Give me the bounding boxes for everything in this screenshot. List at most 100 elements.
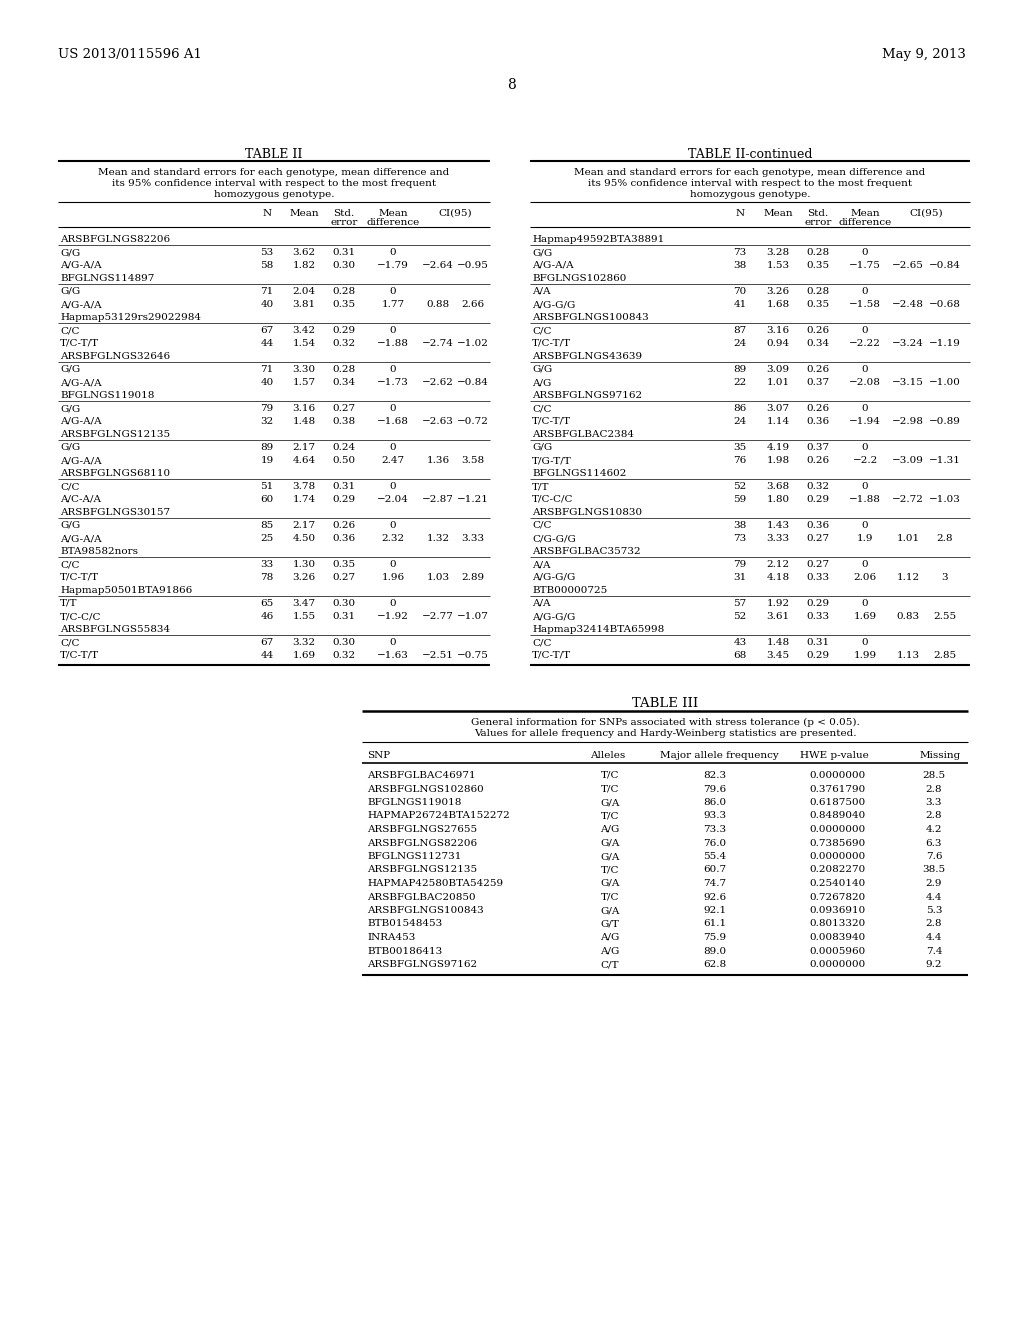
Text: 3.26: 3.26 <box>766 286 790 296</box>
Text: T/C: T/C <box>601 812 620 821</box>
Text: ARSBFGLNGS100843: ARSBFGLNGS100843 <box>532 313 649 322</box>
Text: INRA453: INRA453 <box>367 933 416 942</box>
Text: 1.36: 1.36 <box>426 455 450 465</box>
Text: 2.89: 2.89 <box>462 573 484 582</box>
Text: 3.47: 3.47 <box>293 599 315 609</box>
Text: 0.0000000: 0.0000000 <box>810 851 866 861</box>
Text: 4.18: 4.18 <box>766 573 790 582</box>
Text: A/A: A/A <box>532 599 551 609</box>
Text: 0: 0 <box>390 560 396 569</box>
Text: 93.3: 93.3 <box>703 812 727 821</box>
Text: ARSBFGLNGS27655: ARSBFGLNGS27655 <box>367 825 477 834</box>
Text: −2.87: −2.87 <box>422 495 454 504</box>
Text: 0.32: 0.32 <box>807 482 829 491</box>
Text: 3.07: 3.07 <box>766 404 790 413</box>
Text: 0: 0 <box>861 404 868 413</box>
Text: 0: 0 <box>861 560 868 569</box>
Text: −2.48: −2.48 <box>892 300 924 309</box>
Text: 1.12: 1.12 <box>896 573 920 582</box>
Text: ARSBFGLNGS43639: ARSBFGLNGS43639 <box>532 352 642 360</box>
Text: T/C-T/T: T/C-T/T <box>60 339 99 348</box>
Text: A/G: A/G <box>600 946 620 956</box>
Text: Missing: Missing <box>920 751 962 760</box>
Text: ARSBFGLNGS102860: ARSBFGLNGS102860 <box>367 784 483 793</box>
Text: 22: 22 <box>733 378 746 387</box>
Text: G/G: G/G <box>532 248 552 257</box>
Text: 1.80: 1.80 <box>766 495 790 504</box>
Text: −0.68: −0.68 <box>929 300 961 309</box>
Text: 9.2: 9.2 <box>926 960 942 969</box>
Text: C/C: C/C <box>60 326 80 335</box>
Text: Mean: Mean <box>289 209 318 218</box>
Text: HAPMAP42580BTA54259: HAPMAP42580BTA54259 <box>367 879 503 888</box>
Text: 43: 43 <box>733 638 746 647</box>
Text: G/A: G/A <box>600 879 620 888</box>
Text: 7.6: 7.6 <box>926 851 942 861</box>
Text: G/G: G/G <box>60 404 80 413</box>
Text: 2.8: 2.8 <box>937 535 953 543</box>
Text: −3.09: −3.09 <box>892 455 924 465</box>
Text: Mean: Mean <box>850 209 880 218</box>
Text: 0: 0 <box>390 248 396 257</box>
Text: 0.31: 0.31 <box>333 248 355 257</box>
Text: 1.54: 1.54 <box>293 339 315 348</box>
Text: G/G: G/G <box>60 366 80 374</box>
Text: 0.27: 0.27 <box>807 535 829 543</box>
Text: −1.21: −1.21 <box>457 495 488 504</box>
Text: 4.50: 4.50 <box>293 535 315 543</box>
Text: −2.72: −2.72 <box>892 495 924 504</box>
Text: 46: 46 <box>260 612 273 620</box>
Text: 74.7: 74.7 <box>703 879 727 888</box>
Text: T/T: T/T <box>60 599 78 609</box>
Text: 55.4: 55.4 <box>703 851 727 861</box>
Text: Hapmap53129rs29022984: Hapmap53129rs29022984 <box>60 313 201 322</box>
Text: 0.26: 0.26 <box>807 366 829 374</box>
Text: 0.31: 0.31 <box>333 482 355 491</box>
Text: 65: 65 <box>260 599 273 609</box>
Text: C/C: C/C <box>60 638 80 647</box>
Text: −2.74: −2.74 <box>422 339 454 348</box>
Text: BTB00000725: BTB00000725 <box>532 586 607 595</box>
Text: ARSBFGLNGS30157: ARSBFGLNGS30157 <box>60 508 170 517</box>
Text: ARSBFGLBAC46971: ARSBFGLBAC46971 <box>367 771 475 780</box>
Text: 1.96: 1.96 <box>381 573 404 582</box>
Text: 1.74: 1.74 <box>293 495 315 504</box>
Text: −3.24: −3.24 <box>892 339 924 348</box>
Text: 1.14: 1.14 <box>766 417 790 426</box>
Text: 7.4: 7.4 <box>926 946 942 956</box>
Text: A/G-A/A: A/G-A/A <box>60 300 101 309</box>
Text: 33: 33 <box>260 560 273 569</box>
Text: 1.69: 1.69 <box>293 651 315 660</box>
Text: 0.33: 0.33 <box>807 573 829 582</box>
Text: 52: 52 <box>733 612 746 620</box>
Text: 44: 44 <box>260 651 273 660</box>
Text: ARSBFGLBAC2384: ARSBFGLBAC2384 <box>532 430 634 440</box>
Text: 2.8: 2.8 <box>926 812 942 821</box>
Text: 2.8: 2.8 <box>926 920 942 928</box>
Text: TABLE II: TABLE II <box>246 148 303 161</box>
Text: 0.37: 0.37 <box>807 378 829 387</box>
Text: A/C-A/A: A/C-A/A <box>60 495 101 504</box>
Text: 1.32: 1.32 <box>426 535 450 543</box>
Text: 0.28: 0.28 <box>333 366 355 374</box>
Text: 1.53: 1.53 <box>766 261 790 271</box>
Text: BTB00186413: BTB00186413 <box>367 946 442 956</box>
Text: G/A: G/A <box>600 799 620 807</box>
Text: 0.26: 0.26 <box>807 455 829 465</box>
Text: −3.15: −3.15 <box>892 378 924 387</box>
Text: 0: 0 <box>390 366 396 374</box>
Text: 2.9: 2.9 <box>926 879 942 888</box>
Text: 89.0: 89.0 <box>703 946 727 956</box>
Text: ARSBFGLNGS32646: ARSBFGLNGS32646 <box>60 352 170 360</box>
Text: T/C-C/C: T/C-C/C <box>60 612 101 620</box>
Text: 0.3761790: 0.3761790 <box>810 784 866 793</box>
Text: −1.07: −1.07 <box>457 612 488 620</box>
Text: 0.29: 0.29 <box>333 495 355 504</box>
Text: 79: 79 <box>260 404 273 413</box>
Text: 0.30: 0.30 <box>333 599 355 609</box>
Text: 2.06: 2.06 <box>853 573 877 582</box>
Text: −1.92: −1.92 <box>377 612 409 620</box>
Text: BFGLNGS119018: BFGLNGS119018 <box>60 391 155 400</box>
Text: 75.9: 75.9 <box>703 933 727 942</box>
Text: −1.88: −1.88 <box>849 495 881 504</box>
